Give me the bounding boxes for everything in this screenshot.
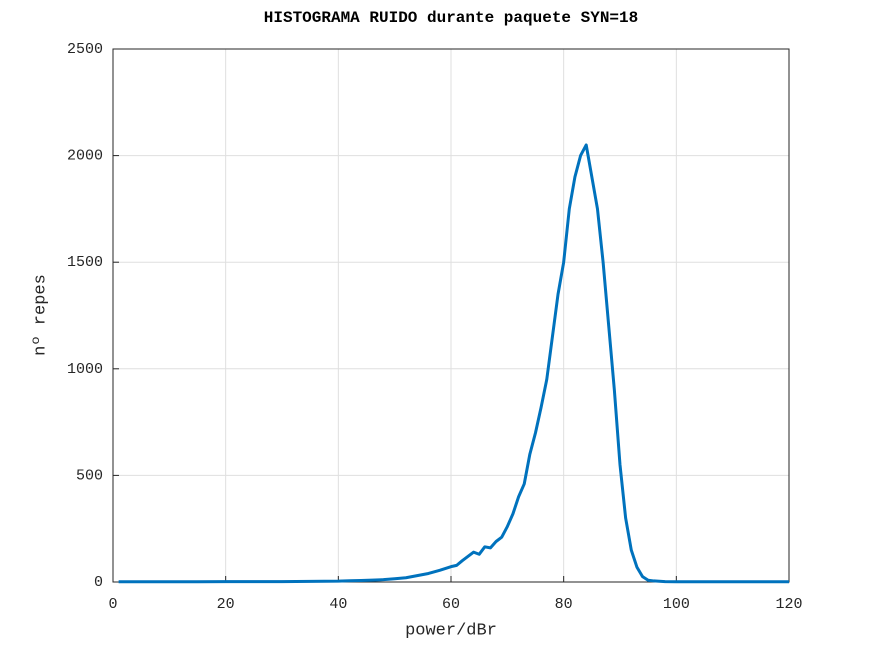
data-line (118, 143, 789, 584)
y-tick-label: 500 (76, 467, 103, 484)
x-tick-label: 100 (663, 596, 690, 613)
x-tick-label: 80 (555, 596, 573, 613)
y-tick-label: 1500 (67, 254, 103, 271)
x-tick-label: 120 (775, 596, 802, 613)
x-axis-label: power/dBr (405, 621, 497, 640)
plot-frame (112, 48, 790, 583)
chart-title: HISTOGRAMA RUIDO durante paquete SYN=18 (264, 9, 638, 27)
y-tick-label: 2000 (67, 148, 103, 165)
y-axis-label: nº repes (31, 274, 50, 356)
y-tick-label: 0 (94, 574, 103, 591)
x-tick-label: 40 (329, 596, 347, 613)
x-tick-label: 0 (108, 596, 117, 613)
y-tick-label: 1000 (67, 361, 103, 378)
x-tick-label: 60 (442, 596, 460, 613)
y-tick-label: 2500 (67, 41, 103, 58)
x-tick-label: 20 (217, 596, 235, 613)
